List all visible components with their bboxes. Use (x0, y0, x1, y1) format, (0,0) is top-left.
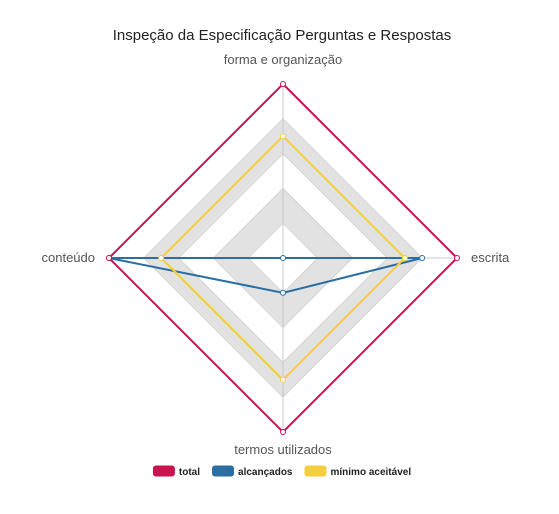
data-point (280, 133, 286, 140)
legend-label: mínimo aceitável (331, 467, 412, 478)
axis-label: conteúdo (42, 250, 96, 265)
legend-swatch (304, 465, 327, 477)
chart-title: Inspeção da Especificação Perguntas e Re… (113, 27, 452, 44)
data-point (106, 255, 112, 261)
legend-item: mínimo aceitável (304, 465, 412, 478)
data-point (280, 429, 286, 435)
series-layer (106, 81, 460, 435)
legend: total alcançados mínimo aceitável (152, 465, 412, 478)
axis-label: termos utilizados (234, 442, 332, 457)
legend-label: alcançados (238, 467, 293, 478)
legend-item: alcançados (212, 465, 293, 478)
data-point (401, 255, 408, 261)
series-2 (158, 133, 408, 383)
axis-label: escrita (471, 250, 510, 265)
data-point (454, 255, 460, 261)
data-point (280, 376, 286, 383)
series-0 (106, 81, 460, 435)
legend-swatch (152, 465, 175, 477)
data-point (419, 255, 426, 261)
data-point (280, 289, 286, 296)
data-point (280, 81, 286, 87)
data-point (280, 255, 286, 261)
legend-item: total (152, 465, 200, 478)
data-point (158, 255, 165, 261)
axis-labels: forma e organização escrita termos utiliza… (42, 52, 511, 457)
legend-swatch (212, 465, 235, 477)
legend-label: total (179, 467, 200, 478)
axis-label: forma e organização (224, 52, 343, 67)
